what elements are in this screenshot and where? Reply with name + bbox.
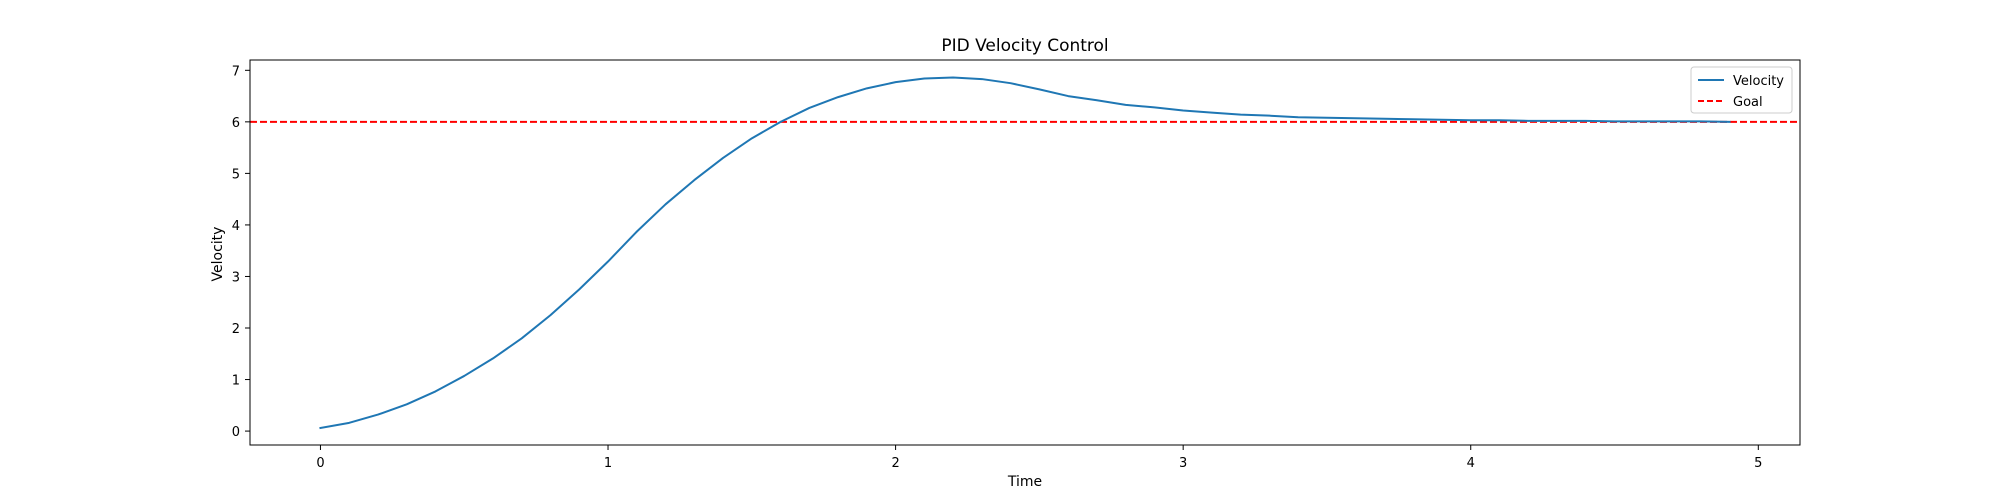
legend-velocity-label: Velocity: [1733, 74, 1784, 89]
y-tick-label: 2: [232, 322, 240, 337]
x-tick-label: 1: [604, 456, 612, 471]
y-tick-label: 4: [232, 219, 240, 234]
y-tick-label: 6: [232, 116, 240, 131]
y-axis-title: Velocity: [210, 227, 226, 282]
legend: Velocity Goal: [1690, 66, 1793, 114]
x-tick-label: 2: [891, 456, 899, 471]
y-tick-label: 7: [232, 64, 240, 79]
velocity-series-line: [319, 76, 1731, 430]
x-tick-label: 4: [1467, 456, 1475, 471]
plot-frame: [249, 59, 1801, 446]
y-tick-label: 3: [232, 270, 240, 285]
axes: 0 1 2 3 4 5 0 1 2 3 4 5 6 7: [232, 59, 1801, 471]
legend-goal-label: Goal: [1733, 95, 1763, 110]
x-tick-label: 3: [1179, 456, 1187, 471]
x-tick-label: 5: [1754, 456, 1762, 471]
x-axis-title: Time: [1007, 474, 1042, 490]
chart-title: PID Velocity Control: [941, 36, 1108, 56]
plot-area: [250, 76, 1800, 430]
y-tick-label: 1: [232, 374, 240, 389]
x-tick-label: 0: [316, 456, 324, 471]
y-tick-label: 0: [232, 425, 240, 440]
y-tick-label: 5: [232, 167, 240, 182]
